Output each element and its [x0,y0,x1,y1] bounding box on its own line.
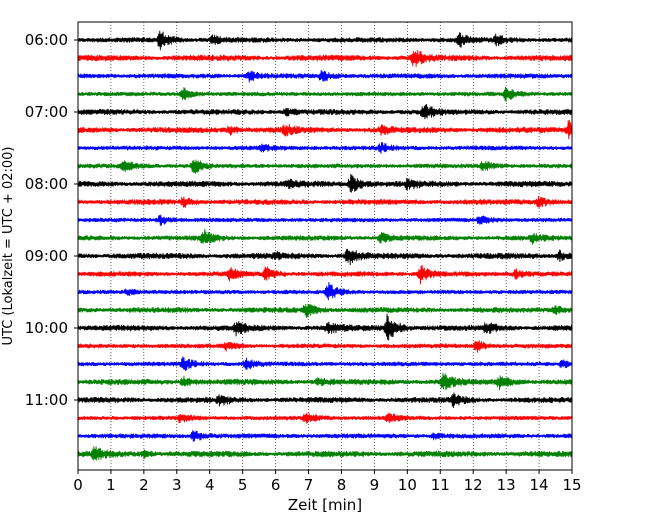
x-tick-label-15: 15 [562,476,581,494]
plot-frame [77,21,573,471]
y-tick-label-10:00: 10:00 [25,319,68,337]
trace-1000 [77,313,573,341]
trace-0730 [77,141,573,154]
x-axis: 0 1 2 3 4 5 6 7 8 9 10 11 12 13 14 15 [73,470,582,494]
x-tick-label-11: 11 [431,476,450,494]
x-tick-label-5: 5 [238,476,248,494]
x-tick-label-12: 12 [464,476,483,494]
trace-0945 [77,303,573,319]
trace-1045 [77,372,573,391]
trace-0600 [77,30,573,51]
y-tick-label-11:00: 11:00 [25,391,68,409]
x-tick-label-6: 6 [271,476,281,494]
trace-0645 [77,86,573,103]
x-tick-label-4: 4 [205,476,215,494]
x-tick-label-3: 3 [172,476,182,494]
x-tick-label-13: 13 [497,476,516,494]
trace-0900 [77,248,573,266]
trace-0715 [77,119,573,140]
trace-0915 [77,265,573,285]
x-tick-label-2: 2 [139,476,149,494]
trace-0630 [77,69,573,83]
x-tick-label-8: 8 [337,476,347,494]
x-tick-label-7: 7 [304,476,314,494]
x-tick-label-0: 0 [73,476,83,494]
trace-0745 [77,159,573,174]
trace-1100 [77,392,573,408]
trace-1030 [77,356,573,372]
trace-0815 [77,195,573,209]
trace-1145 [77,446,573,461]
trace-0700 [77,103,573,120]
trace-1130 [77,430,573,442]
trace-0615 [77,49,573,68]
x-tick-label-1: 1 [106,476,116,494]
x-axis-label: Zeit [min] [288,496,362,514]
y-tick-label-07:00: 07:00 [25,103,68,121]
trace-1015 [77,339,573,353]
trace-0845 [77,228,573,245]
y-tick-label-06:00: 06:00 [25,31,68,49]
y-tick-label-09:00: 09:00 [25,247,68,265]
y-axis: 06:00 07:00 08:00 09:00 10:00 11:00 [25,31,78,409]
x-tick-label-9: 9 [370,476,380,494]
trace-0830 [77,214,573,226]
trace-0930 [77,282,573,301]
vertical-grid [77,22,573,470]
x-tick-label-14: 14 [530,476,549,494]
y-tick-label-08:00: 08:00 [25,175,68,193]
seismic-traces [77,30,573,461]
trace-0800 [77,173,573,193]
x-tick-label-10: 10 [398,476,417,494]
trace-1115 [77,412,573,424]
y-axis-label: UTC (Lokalzeit = UTC + 02:00) [1,147,16,346]
